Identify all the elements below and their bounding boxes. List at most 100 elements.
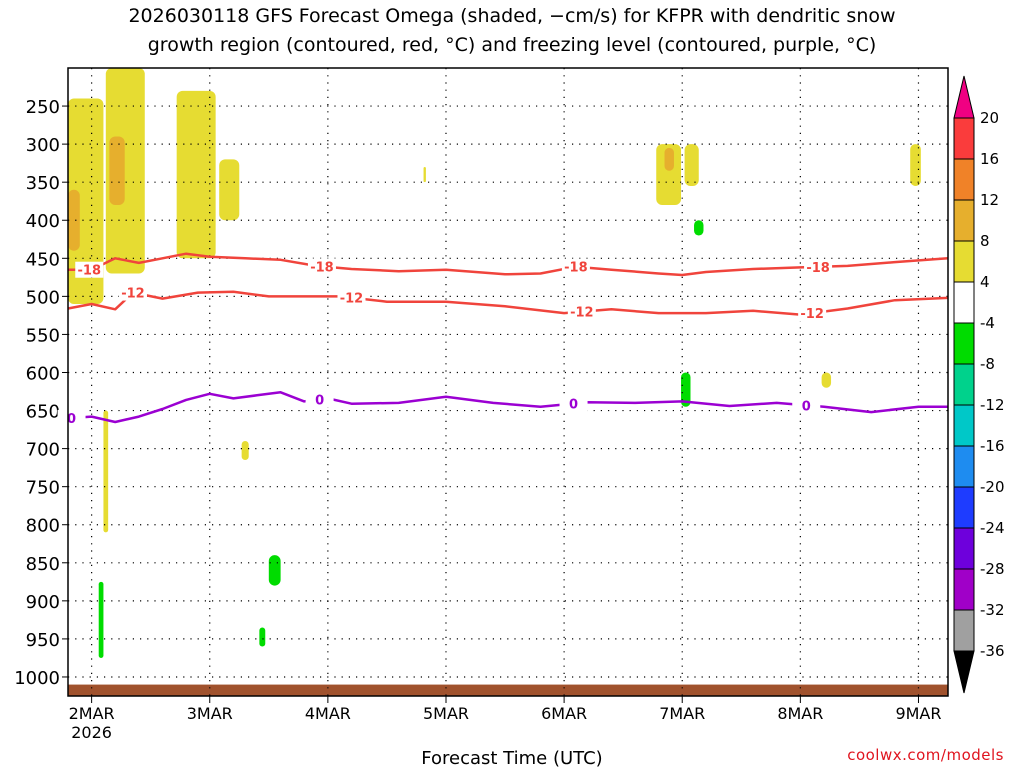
contour-minus18: -18 -18 -18 -18: [68, 252, 949, 279]
omega-region-4: [176, 90, 216, 259]
omega-region-5: [219, 159, 240, 221]
colorbar: -36 -32 -28 -24 -20 -16 -12 -8 -4 4 8 12 16 20: [953, 75, 1005, 694]
contour-label: -12: [340, 292, 364, 307]
omega-region-12: [681, 372, 691, 407]
omega-region-3: [68, 189, 80, 251]
colorbar-segment--12: [953, 363, 975, 406]
contour-line: [67, 290, 949, 316]
colorbar-label-20: 20: [980, 109, 999, 127]
colorbar-label--24: -24: [980, 519, 1005, 537]
contour-label-bg: [307, 258, 336, 275]
y-tick-label-250: 250: [26, 97, 60, 118]
y-tick-label-300: 300: [26, 135, 60, 156]
colorbar-label-12: 12: [980, 191, 999, 209]
x-tick-label-3MAR: 3MAR: [187, 704, 233, 723]
y-tick-label-350: 350: [26, 173, 60, 194]
x-tick-label-5MAR: 5MAR: [423, 704, 469, 723]
y-tick-label-600: 600: [26, 363, 60, 384]
colorbar-label--16: -16: [980, 437, 1005, 455]
x-tick-label-7MAR: 7MAR: [659, 704, 705, 723]
omega-region-6: [423, 166, 426, 183]
y-tick-label-800: 800: [26, 516, 60, 537]
x-tick-label-6MAR: 6MAR: [541, 704, 587, 723]
colorbar-under-arrow: [953, 650, 975, 694]
contour-label-bg: [559, 395, 588, 412]
x-axis-label: Forecast Time (UTC): [421, 748, 603, 769]
y-tick-label-500: 500: [26, 287, 60, 308]
omega-region-7: [656, 144, 682, 206]
colorbar-label--28: -28: [980, 560, 1005, 578]
contour-label: 0: [67, 412, 76, 427]
colorbar-label-8: 8: [980, 232, 990, 250]
contour-line: [67, 391, 948, 424]
y-tick-label-950: 950: [26, 630, 60, 651]
colorbar-segment--4: [953, 281, 975, 324]
plot-frame: [67, 67, 949, 697]
y-tick-label-550: 550: [26, 325, 60, 346]
omega-region-14: [259, 627, 266, 647]
omega-region-17: [241, 440, 249, 461]
omega-region-11: [694, 220, 704, 236]
colorbar-label--20: -20: [980, 478, 1005, 496]
contour-label-bg: [567, 303, 596, 320]
contour-label-bg: [118, 284, 147, 301]
chart-title-line-1: 2026030118 GFS Forecast Omega (shaded, −…: [128, 5, 896, 27]
y-tick-label-650: 650: [26, 402, 60, 423]
colorbar-label-4: 4: [980, 273, 990, 291]
chart-title-line-2: growth region (contoured, red, °C) and f…: [147, 34, 877, 56]
x-tick-label-9MAR: 9MAR: [895, 704, 941, 723]
contour-minus12: -12 -12 -12 -12: [67, 284, 949, 322]
contour-label-bg: [57, 409, 86, 426]
contour-label: -18: [564, 261, 588, 276]
y-tick-label-750: 750: [26, 478, 60, 499]
contour-label-bg: [798, 305, 827, 322]
omega-region-13: [268, 555, 281, 586]
colorbar-label--8: -8: [980, 355, 995, 373]
colorbar-segment-4: [953, 240, 975, 283]
colorbar-segment--8: [953, 322, 975, 365]
colorbar-segment-16: [953, 117, 975, 160]
omega-region-9: [684, 144, 699, 186]
omega-region-1: [105, 68, 145, 274]
colorbar-over-arrow: [953, 75, 975, 119]
contour-label: 0: [802, 399, 811, 414]
omega-region-16: [103, 410, 109, 533]
contour-label: -18: [310, 260, 334, 275]
grid: 250 300 350 400 450 500 550 600 650 700 750 800 850 9…: [14, 68, 948, 742]
contour-label-bg: [305, 391, 334, 408]
x-tick-label-8MAR: 8MAR: [777, 704, 823, 723]
y-tick-label-850: 850: [26, 554, 60, 575]
omega-region-15: [98, 581, 104, 658]
omega-region-18: [821, 372, 832, 388]
colorbar-segment--32: [953, 568, 975, 611]
y-tick-label-400: 400: [26, 211, 60, 232]
contour-label: -12: [121, 287, 145, 302]
y-tick-label-700: 700: [26, 440, 60, 461]
contour-label-bg: [337, 289, 366, 306]
colorbar-segment--36: [953, 609, 975, 652]
colorbar-label-16: 16: [980, 150, 999, 168]
contour-label: -18: [806, 261, 830, 276]
contour-label: 0: [569, 398, 578, 413]
colorbar-label--4: -4: [980, 314, 995, 332]
omega-region-10: [910, 144, 921, 186]
contour-label-bg: [561, 258, 590, 275]
contour-label: -18: [78, 264, 102, 279]
contour-line: [68, 252, 949, 277]
contour-label-bg: [75, 261, 104, 278]
colorbar-segment--20: [953, 445, 975, 488]
omega-region-2: [109, 136, 125, 206]
x-tick-sublabel: 2026: [71, 723, 112, 742]
contour-0: 0 0 0 0: [57, 391, 948, 427]
colorbar-segment--24: [953, 486, 975, 529]
colorbar-segment-12: [953, 158, 975, 201]
credit-link[interactable]: coolwx.com/models: [847, 746, 1004, 764]
colorbar-segment--16: [953, 404, 975, 447]
y-tick-label-900: 900: [26, 592, 60, 613]
contour-label-bg: [792, 397, 821, 414]
x-tick-label-2MAR: 2MAR: [69, 704, 115, 723]
contour-label: -12: [800, 307, 824, 322]
x-tick-label-4MAR: 4MAR: [305, 704, 351, 723]
ground-strip: [68, 684, 948, 696]
